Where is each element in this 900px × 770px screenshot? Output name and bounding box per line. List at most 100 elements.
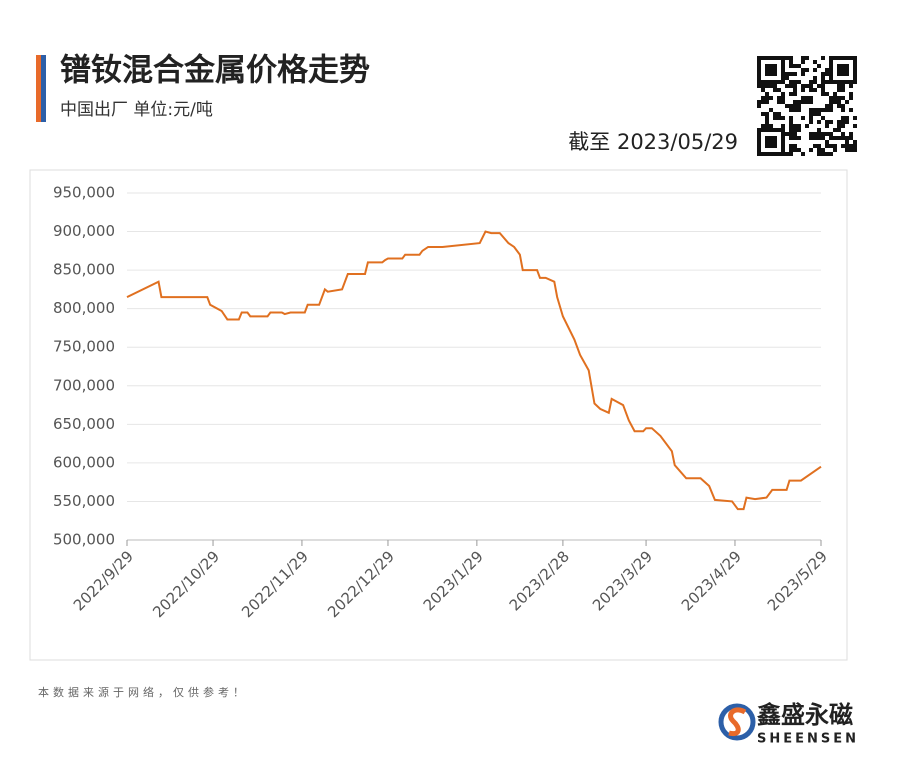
brand-latin: SHEENSEN (757, 732, 859, 747)
qr-module (813, 88, 817, 92)
qr-module (797, 128, 801, 132)
qr-module (793, 88, 797, 92)
x-tick-label: 2023/5/29 (764, 547, 831, 614)
y-tick-label: 800,000 (53, 299, 115, 317)
qr-module (805, 100, 809, 104)
plot-frame (29, 169, 848, 661)
qr-module (765, 128, 769, 132)
qr-module (821, 56, 825, 60)
qr-module (757, 140, 761, 144)
qr-module (833, 128, 837, 132)
y-tick-label: 500,000 (53, 531, 115, 549)
qr-module (789, 72, 793, 76)
qr-module (757, 152, 761, 156)
qr-module (781, 92, 785, 96)
x-tick-label: 2022/12/29 (324, 547, 398, 621)
qr-module (813, 144, 817, 148)
qr-module (841, 136, 845, 140)
source-note: 本数据来源于网络，仅供参考！ (38, 685, 248, 699)
chart-title: 镨钕混合金属价格走势 (60, 53, 370, 89)
qr-module (757, 84, 761, 88)
qr-module (853, 124, 857, 128)
qr-module (765, 152, 769, 156)
qr-module (837, 68, 841, 72)
qr-module (829, 104, 833, 108)
qr-module (773, 80, 777, 84)
qr-module (789, 128, 793, 132)
qr-module (853, 144, 857, 148)
qr-module (841, 56, 845, 60)
qr-module (841, 120, 845, 124)
qr-module (789, 120, 793, 124)
qr-module (793, 100, 797, 104)
qr-module (793, 148, 797, 152)
qr-module (821, 108, 825, 112)
qr-module (821, 80, 825, 84)
qr-module (805, 84, 809, 88)
qr-module (765, 64, 769, 68)
qr-module (801, 72, 805, 76)
qr-module (813, 80, 817, 84)
qr-module (789, 148, 793, 152)
qr-module (825, 72, 829, 76)
qr-module (785, 76, 789, 80)
qr-module (849, 144, 853, 148)
qr-module (829, 120, 833, 124)
qr-module (785, 56, 789, 60)
qr-module (777, 152, 781, 156)
qr-module (845, 140, 849, 144)
qr-module (821, 136, 825, 140)
qr-module (801, 116, 805, 120)
qr-module (801, 96, 805, 100)
qr-module (809, 120, 813, 124)
qr-module (757, 56, 761, 60)
qr-module (825, 144, 829, 148)
qr-module (841, 96, 845, 100)
qr-module (833, 96, 837, 100)
qr-module (781, 144, 785, 148)
subtitle: 中国出厂 单位:元/吨 (60, 100, 213, 120)
qr-module (841, 64, 845, 68)
qr-module (805, 124, 809, 128)
qr-module (761, 56, 765, 60)
qr-module (785, 104, 789, 108)
qr-module (777, 56, 781, 60)
qr-module (781, 148, 785, 152)
qr-module (833, 92, 837, 96)
qr-module (825, 104, 829, 108)
brand-logo (718, 703, 756, 741)
qr-module (809, 112, 813, 116)
qr-module (849, 96, 853, 100)
y-tick-label: 750,000 (53, 338, 115, 356)
qr-module (845, 68, 849, 72)
qr-module (813, 68, 817, 72)
qr-module (809, 100, 813, 104)
qr-module (813, 112, 817, 116)
x-tick-label: 2023/1/29 (420, 547, 487, 614)
qr-module (837, 96, 841, 100)
qr-module (821, 148, 825, 152)
qr-module (829, 144, 833, 148)
qr-module (781, 76, 785, 80)
qr-module (849, 84, 853, 88)
qr-module (841, 68, 845, 72)
qr-module (833, 136, 837, 140)
qr-module (793, 104, 797, 108)
qr-module (817, 144, 821, 148)
qr-module (765, 136, 769, 140)
qr-module (777, 88, 781, 92)
qr-module (825, 120, 829, 124)
qr-module (773, 64, 777, 68)
qr-module (809, 108, 813, 112)
qr-module (793, 108, 797, 112)
qr-module (825, 152, 829, 156)
qr-module (817, 128, 821, 132)
qr-module (793, 132, 797, 136)
qr-module (829, 64, 833, 68)
qr-module (793, 92, 797, 96)
qr-module (757, 76, 761, 80)
qr-module (809, 136, 813, 140)
qr-module (761, 128, 765, 132)
x-tick-label: 2022/9/29 (70, 547, 137, 614)
qr-module (805, 96, 809, 100)
